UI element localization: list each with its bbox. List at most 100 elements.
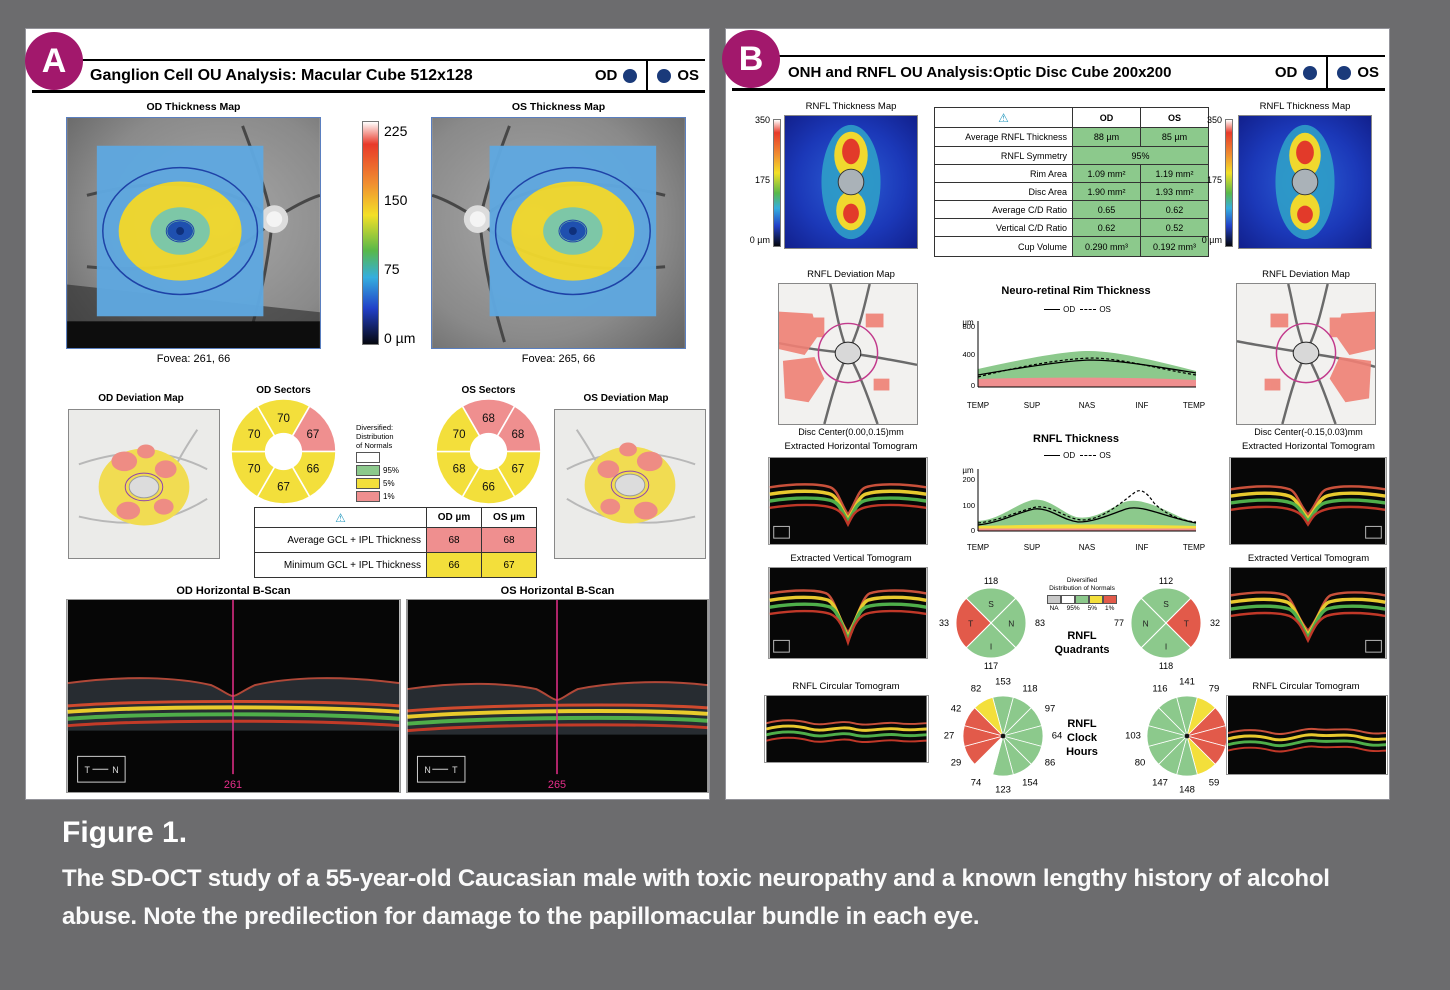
od-rnfl-thickness-map <box>784 115 918 249</box>
legend-swatch-green <box>1075 595 1089 604</box>
os-deviation-map-title: OS Deviation Map <box>583 393 669 404</box>
rnfl-chart-unit: µm <box>962 466 974 475</box>
table-value-os: 67 <box>482 553 537 578</box>
scale-tick: 175 <box>754 175 770 185</box>
rim-chart-legend: OD OS <box>951 305 1201 314</box>
os-deviation-map <box>554 409 706 559</box>
os-rnfl-map-image <box>1239 116 1371 248</box>
od-quadrant-temporal-value: 33 <box>938 618 950 628</box>
clock-hour-value: 97 <box>1044 703 1056 715</box>
svg-text:N: N <box>1143 619 1149 629</box>
table-row-label: Minimum GCL + IPL Thickness <box>255 553 427 578</box>
table-row-label: Average GCL + IPL Thickness <box>255 528 427 553</box>
od-dot-icon <box>623 68 638 83</box>
os-rnfl-deviation-map <box>1236 283 1376 425</box>
rim-ytick: 0 <box>971 381 975 390</box>
table-value-os: 0.62 <box>1141 201 1209 219</box>
os-quadrant-inferior-value: 118 <box>1158 661 1174 671</box>
svg-text:T: T <box>1184 619 1189 629</box>
od-line-sample <box>1044 455 1061 457</box>
legend-swatch-white <box>1061 595 1075 604</box>
rim-chart-title: Neuro-retinal Rim Thickness <box>1001 285 1151 297</box>
od-sectors-donut: 70 67 66 67 70 70 <box>231 399 336 504</box>
gca-normals-legend: Diversified: Distribution of Normals 95%… <box>356 423 434 502</box>
clock-hour-value: 27 <box>943 730 955 742</box>
od-sector-value: 70 <box>248 429 261 441</box>
od-clock-pie <box>963 696 1043 776</box>
os-circular-tomogram-image <box>1227 696 1387 774</box>
od-fundus-thickness-image <box>67 118 320 348</box>
od-deviation-map-title: OD Deviation Map <box>98 393 184 404</box>
table-value-os: 0.192 mm³ <box>1141 237 1209 257</box>
os-sector-value: 68 <box>511 429 524 441</box>
os-vertical-tomogram-image <box>1230 568 1386 658</box>
table-header-os: OS µm <box>482 508 537 528</box>
os-sector-value: 68 <box>482 413 495 425</box>
clock-hour-value: 154 <box>1022 777 1038 789</box>
clock-hour-value: 123 <box>995 784 1011 796</box>
rnfl-ytick: 200 <box>962 475 975 484</box>
clock-hour-value: 103 <box>1125 730 1141 742</box>
panel-a-header: Ganglion Cell OU Analysis: Macular Cube … <box>32 59 705 93</box>
os-line-sample <box>1080 455 1097 457</box>
figure-label: Figure 1. <box>62 816 188 849</box>
os-dot-icon <box>1337 65 1352 80</box>
svg-text:T: T <box>968 619 973 629</box>
os-quadrants-chart: S T I N <box>1131 588 1201 658</box>
os-bscan-image: N T 265 <box>407 600 708 792</box>
table-value-od: 1.09 mm² <box>1073 165 1141 183</box>
table-value-od: 1.90 mm² <box>1073 183 1141 201</box>
od-thickness-map-title: OD Thickness Map <box>146 101 241 113</box>
od-quadrant-superior-value: 118 <box>983 576 999 586</box>
od-deviation-image <box>69 410 219 558</box>
table-value-os: 85 µm <box>1141 128 1209 147</box>
clock-hour-value: 141 <box>1179 676 1195 688</box>
os-horizontal-tomogram <box>1229 457 1387 545</box>
clock-hour-value: 74 <box>970 777 982 789</box>
table-value-os: 68 <box>482 528 537 553</box>
clock-hour-value: 118 <box>1022 683 1038 695</box>
warning-icon: ⚠ <box>998 110 1009 125</box>
bscan-orientation-right: N <box>112 765 118 775</box>
os-bscan: N T 265 <box>406 599 709 793</box>
od-bscan-image: T N 261 <box>67 600 400 792</box>
clock-hour-value: 29 <box>950 757 962 769</box>
os-rnfl-thickness-map <box>1238 115 1372 249</box>
panel-b-badge: B <box>722 30 780 88</box>
od-bscan: T N 261 <box>66 599 401 793</box>
header-divider <box>1326 57 1329 88</box>
od-circular-tomogram-image <box>766 696 927 762</box>
os-quadrant-temporal-value: 32 <box>1209 618 1221 628</box>
table-value-od: 0.290 mm³ <box>1073 237 1141 257</box>
scale-tick-225: 225 <box>384 123 408 139</box>
rnfl-color-scale <box>1225 119 1233 247</box>
clock-hour-value: 82 <box>970 683 982 695</box>
od-deviation-map <box>68 409 220 559</box>
svg-text:I: I <box>1165 642 1167 652</box>
os-horizontal-tomogram-image <box>1230 458 1386 544</box>
rnfl-quadrants-label: RNFL Quadrants <box>1054 630 1110 656</box>
header-divider <box>646 61 649 90</box>
bscan-orientation-right: T <box>452 765 458 775</box>
scale-tick: 175 <box>1206 175 1222 185</box>
os-quadrant-nasal-value: 77 <box>1113 618 1125 628</box>
bscan-slice-marker: 265 <box>548 779 566 791</box>
table-corner-cell: ⚠ <box>935 108 1073 128</box>
panel-b-header: ONH and RNFL OU Analysis:Optic Disc Cube… <box>732 55 1385 91</box>
bscan-slice-marker: 261 <box>224 779 242 791</box>
od-rnfl-map-title: RNFL Thickness Map <box>805 101 897 112</box>
os-label: OS <box>1357 64 1379 81</box>
os-bscan-title: OS Horizontal B-Scan <box>500 585 615 597</box>
clock-hour-value: 59 <box>1208 777 1220 789</box>
thickness-color-scale <box>362 121 379 345</box>
os-circular-tomogram <box>1226 695 1388 775</box>
legend-swatch-red <box>1103 595 1117 604</box>
clock-hour-value: 79 <box>1208 683 1220 695</box>
table-value-od: 68 <box>427 528 482 553</box>
os-deviation-image <box>555 410 705 558</box>
os-vertical-tomogram <box>1229 567 1387 659</box>
od-quadrant-inferior-value: 117 <box>983 661 999 671</box>
od-horizontal-tomogram <box>768 457 928 545</box>
scale-tick-75: 75 <box>384 261 400 277</box>
os-circular-tomogram-title: RNFL Circular Tomogram <box>1252 681 1360 692</box>
